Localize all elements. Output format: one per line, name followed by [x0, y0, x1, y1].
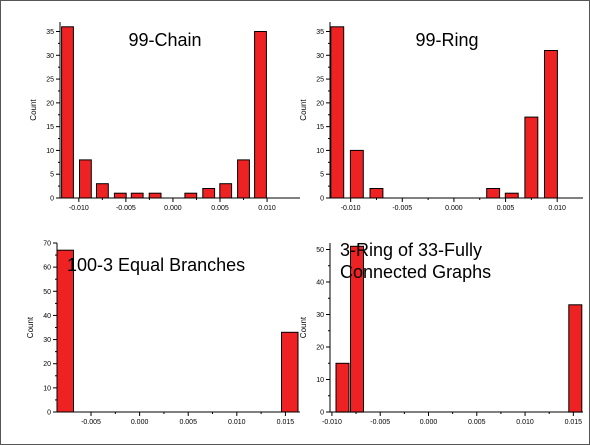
- y-tick-label: 40: [316, 280, 324, 287]
- histogram-panel-4: -0.010 -0.005 0.000 0.005 0.010 0.015 0 10 20 30 4…: [299, 240, 583, 426]
- x-tick-label: 0.015: [277, 419, 295, 426]
- histogram-bar: [524, 116, 539, 199]
- panel-title: 99-Ring: [415, 30, 478, 50]
- histogram-bar: [335, 362, 350, 413]
- y-tick-label: 50: [316, 247, 324, 254]
- x-tick-label: 0.000: [131, 419, 149, 426]
- y-tick-label: 30: [46, 53, 54, 60]
- y-tick-label: 5: [320, 172, 324, 179]
- histogram-panel-2: -0.010 -0.005 0.000 0.005 0.010 0 5 10 15 20 25 30 3…: [299, 22, 583, 212]
- y-tick-label: 30: [316, 53, 324, 60]
- panel-title: 3-Ring of 33-Fully: [340, 240, 482, 260]
- x-tick-label: 0.000: [420, 419, 438, 426]
- histogram-panel-1: -0.010 -0.005 0.000 0.005 0.010 0 5 10 15 20 25 30 3…: [29, 22, 300, 212]
- y-tick-label: 20: [316, 100, 324, 107]
- x-tick-label: -0.005: [392, 205, 412, 212]
- histogram-bar: [113, 192, 127, 199]
- y-tick-label: 20: [316, 345, 324, 352]
- y-tick-label: 10: [316, 377, 324, 384]
- x-tick-label: 0.010: [228, 419, 246, 426]
- y-tick-label: 30: [43, 337, 51, 344]
- y-tick-label: 10: [316, 148, 324, 155]
- histogram-bar: [79, 159, 92, 199]
- y-tick-label: 40: [43, 313, 51, 320]
- histogram-bar: [504, 192, 519, 199]
- histogram-bar: [369, 188, 384, 199]
- y-tick-label: 20: [43, 361, 51, 368]
- y-tick-label: 25: [46, 77, 54, 84]
- x-tick-label: -0.010: [341, 205, 361, 212]
- y-axis-label: Count: [26, 316, 35, 338]
- y-tick-label: 5: [50, 172, 54, 179]
- histogram-bar: [61, 26, 74, 199]
- histogram-bar: [148, 192, 162, 199]
- histogram-bar: [281, 331, 299, 413]
- y-tick-label: 25: [316, 77, 324, 84]
- histogram-bar: [130, 192, 144, 199]
- x-tick-label: 0.005: [211, 205, 229, 212]
- y-axis-label: Count: [299, 99, 308, 121]
- x-tick-label: 0.010: [548, 205, 566, 212]
- histogram-bar: [184, 192, 198, 199]
- y-tick-label: 0: [320, 196, 324, 203]
- histogram-bar: [486, 188, 501, 199]
- y-tick-label: 10: [43, 385, 51, 392]
- histogram-bar: [544, 50, 558, 199]
- panel-title: 99-Chain: [128, 30, 201, 50]
- y-axis-label: Count: [299, 316, 308, 338]
- y-tick-label: 50: [43, 289, 51, 296]
- histogram-panel-3: -0.005 0.000 0.005 0.010 0.015 0 10 20 30 40 50 60 7…: [26, 241, 300, 426]
- x-tick-label: 0.005: [179, 419, 197, 426]
- x-tick-label: -0.005: [370, 419, 390, 426]
- x-tick-label: -0.010: [322, 419, 342, 426]
- histogram-bar: [254, 31, 267, 199]
- histogram-bar: [219, 183, 233, 199]
- histogram-bar: [96, 183, 109, 199]
- y-tick-label: 35: [46, 29, 54, 36]
- x-tick-label: -0.010: [69, 205, 89, 212]
- y-tick-label: 30: [316, 312, 324, 319]
- x-tick-label: -0.005: [116, 205, 136, 212]
- y-tick-label: 60: [43, 265, 51, 272]
- histogram-bar: [568, 304, 583, 413]
- histogram-bar: [330, 26, 345, 199]
- panel-title: Connected Graphs: [340, 262, 491, 282]
- x-tick-label: 0.000: [164, 205, 182, 212]
- x-tick-label: 0.005: [468, 419, 486, 426]
- x-tick-label: 0.000: [445, 205, 463, 212]
- y-tick-label: 10: [46, 148, 54, 155]
- x-tick-label: 0.005: [497, 205, 515, 212]
- y-tick-label: 0: [320, 410, 324, 417]
- y-tick-label: 15: [316, 124, 324, 131]
- x-tick-label: 0.010: [258, 205, 276, 212]
- y-tick-label: 15: [46, 124, 54, 131]
- x-tick-label: -0.005: [81, 419, 101, 426]
- histogram-bar: [237, 159, 250, 199]
- y-tick-label: 0: [47, 410, 51, 417]
- y-axis-label: Count: [29, 99, 38, 121]
- histogram-bar: [202, 188, 216, 199]
- histogram-bar: [349, 149, 364, 199]
- x-tick-label: 0.010: [516, 419, 534, 426]
- y-tick-label: 35: [316, 29, 324, 36]
- y-tick-label: 70: [43, 241, 51, 248]
- y-tick-label: 0: [50, 196, 54, 203]
- panel-title: 100-3 Equal Branches: [67, 255, 245, 275]
- y-tick-label: 20: [46, 100, 54, 107]
- x-tick-label: 0.015: [565, 419, 583, 426]
